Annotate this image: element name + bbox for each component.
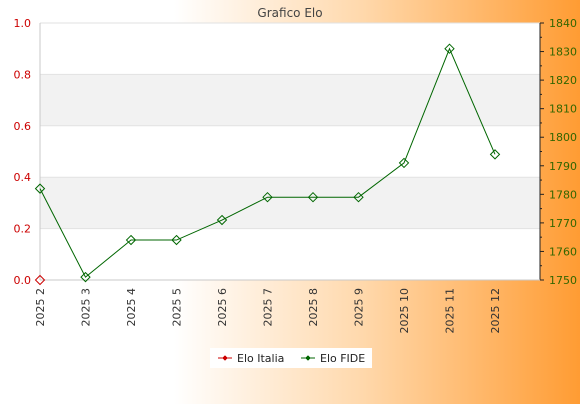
x-tick-label: 2025 9 xyxy=(353,288,366,327)
y-right-tick-label: 1820 xyxy=(549,74,577,87)
y-right-tick-label: 1810 xyxy=(549,103,577,116)
y-right-tick-label: 1830 xyxy=(549,46,577,59)
grid-band xyxy=(40,74,540,126)
legend-swatch-marker xyxy=(305,355,311,361)
y-left-tick-label: 0.4 xyxy=(14,171,32,184)
y-left-tick-label: 0.0 xyxy=(14,274,32,287)
y-left-tick-label: 1.0 xyxy=(14,17,32,30)
data-point xyxy=(171,234,182,246)
data-point xyxy=(216,214,228,226)
legend-label: Elo Italia xyxy=(237,352,284,365)
data-point xyxy=(262,191,273,203)
x-tick-label: 2025 2 xyxy=(34,288,47,327)
y-right-tick-label: 1760 xyxy=(549,245,577,258)
y-right-tick-label: 1780 xyxy=(549,188,577,201)
y-left-tick-label: 0.2 xyxy=(14,223,32,236)
x-tick-label: 2025 11 xyxy=(444,288,457,334)
legend-swatch-marker xyxy=(222,355,228,361)
x-tick-label: 2025 7 xyxy=(262,288,275,327)
legend-label: Elo FIDE xyxy=(320,352,365,365)
x-tick-label: 2025 12 xyxy=(489,288,502,334)
data-point xyxy=(34,274,46,286)
data-point xyxy=(307,191,319,203)
data-point xyxy=(444,43,455,54)
y-right-tick-label: 1840 xyxy=(549,17,577,30)
grid-band xyxy=(40,177,540,229)
legend-box xyxy=(210,348,372,368)
x-tick-label: 2025 5 xyxy=(171,288,184,327)
y-right-tick-label: 1770 xyxy=(549,217,577,230)
data-point xyxy=(489,149,501,160)
x-tick-label: 2025 6 xyxy=(216,288,229,327)
x-tick-label: 2025 3 xyxy=(80,288,93,327)
y-right-tick-label: 1790 xyxy=(549,160,577,173)
x-tick-label: 2025 8 xyxy=(307,288,320,327)
y-right-tick-label: 1800 xyxy=(549,131,577,144)
chart-title: Grafico Elo xyxy=(257,6,322,20)
data-point xyxy=(80,271,91,283)
y-right-tick-label: 1750 xyxy=(549,274,577,287)
data-point xyxy=(125,234,137,246)
x-tick-label: 2025 10 xyxy=(398,288,411,334)
x-tick-label: 2025 4 xyxy=(125,288,138,327)
data-point xyxy=(34,183,46,194)
data-point xyxy=(353,191,364,203)
plot-area xyxy=(40,23,540,280)
y-left-tick-label: 0.6 xyxy=(14,120,32,133)
y-left-tick-label: 0.8 xyxy=(14,68,32,81)
data-point xyxy=(398,157,410,169)
series-line xyxy=(39,47,496,278)
